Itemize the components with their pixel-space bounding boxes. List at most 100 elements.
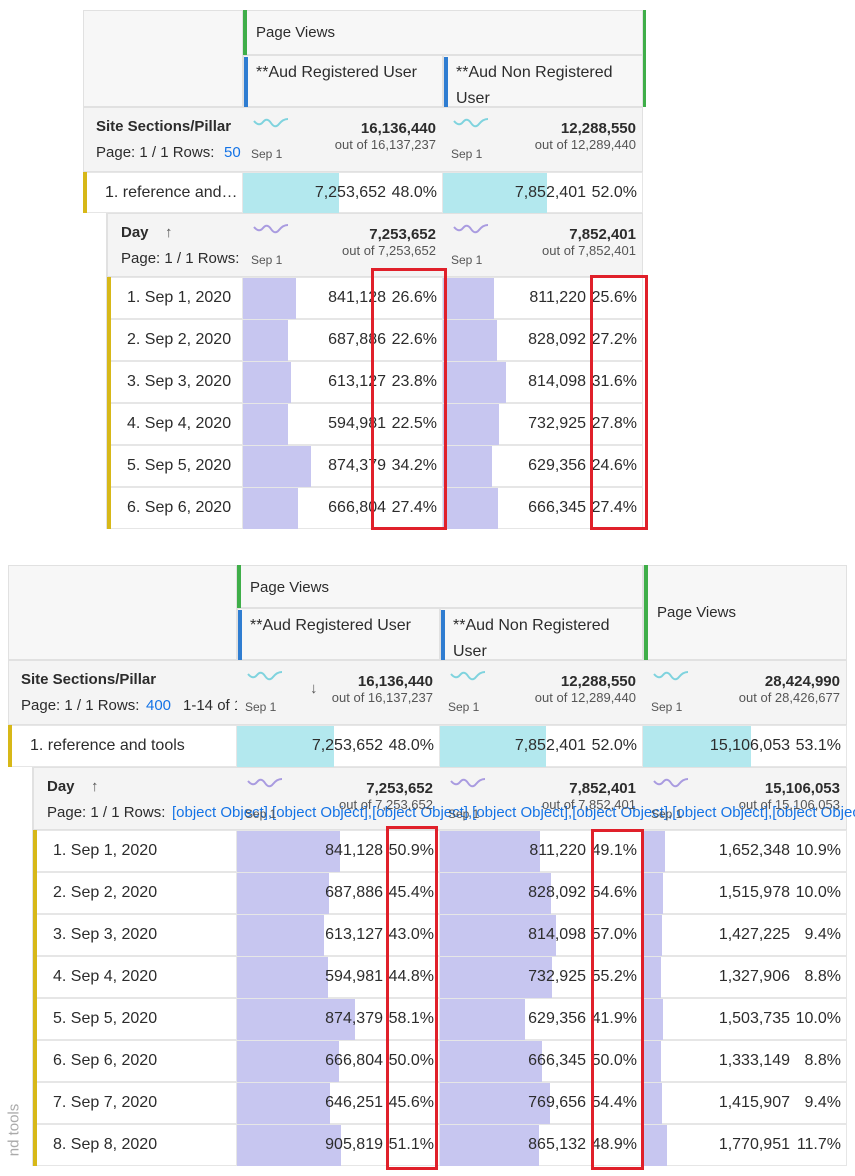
row-label: 4. Sep 4, 2020 xyxy=(53,968,158,985)
column-total-out-of: out of 15,106,053 xyxy=(738,797,840,812)
sparkline-path xyxy=(453,224,489,234)
dimension-header-cell xyxy=(8,565,237,660)
metric-header-cell xyxy=(243,10,643,55)
cell-value: 905,819 xyxy=(325,1136,383,1153)
cell-percent: 10.0% xyxy=(795,884,841,901)
rows-per-page: 50 xyxy=(224,144,241,161)
percent-bar xyxy=(243,446,312,487)
cell-percent: 34.2% xyxy=(391,457,437,474)
cell-value: 613,127 xyxy=(325,926,383,943)
segment-header: **Aud Registered User xyxy=(256,64,417,81)
sparkline xyxy=(453,118,489,128)
sort-indicator: ↓ xyxy=(310,680,318,697)
column-total: 15,106,053 xyxy=(764,780,840,797)
row-label: 7. Sep 7, 2020 xyxy=(53,1094,158,1111)
pagination: Page: 1 / 1 Rows: xyxy=(47,804,166,821)
percent-bar xyxy=(237,1083,330,1124)
percent-bar xyxy=(243,404,288,445)
segment-marker xyxy=(441,610,445,660)
row-label: 1. reference and… xyxy=(105,183,238,201)
percent-bar xyxy=(440,1125,540,1166)
cell-percent: 48.0% xyxy=(391,183,437,201)
breakdown-header xyxy=(107,213,643,277)
cell-percent: 58.1% xyxy=(388,1010,434,1027)
row-marker xyxy=(107,403,111,445)
percent-bar xyxy=(443,173,547,213)
row-label: 6. Sep 6, 2020 xyxy=(53,1052,158,1069)
cell-percent: 50.0% xyxy=(591,1052,637,1069)
cell-percent: 57.0% xyxy=(591,926,637,943)
percent-bar xyxy=(440,873,551,914)
cell-value: 594,981 xyxy=(325,968,383,985)
sort-indicator: ↑ xyxy=(165,224,173,241)
segment-header: **Aud Non Registered User xyxy=(456,64,613,107)
sparkline-path xyxy=(453,118,489,128)
cell-value: 7,253,652 xyxy=(314,183,386,201)
spark-label: Sep 1 xyxy=(651,700,683,714)
spark-label: Sep 1 xyxy=(245,700,277,714)
sparkline xyxy=(453,224,489,234)
column-total: 12,288,550 xyxy=(560,673,636,690)
row-marker xyxy=(33,914,37,956)
cell-value: 732,925 xyxy=(528,968,586,985)
cell-value: 841,128 xyxy=(325,842,383,859)
column-total-out-of: out of 12,289,440 xyxy=(534,690,636,705)
row-marker xyxy=(33,1040,37,1082)
cell-percent: 11.7% xyxy=(796,1136,841,1153)
sparkline-path xyxy=(247,671,283,681)
row-range: 1-14 of 1 xyxy=(183,697,237,714)
segment-marker xyxy=(444,57,448,107)
percent-bar xyxy=(643,957,661,998)
cell-value: 646,251 xyxy=(325,1094,383,1111)
spark-label: Sep 1 xyxy=(251,253,283,267)
percent-bar xyxy=(440,726,546,767)
cell-value: 666,345 xyxy=(528,1052,586,1069)
percent-bar xyxy=(443,362,507,403)
cell-value: 1,503,735 xyxy=(718,1010,790,1027)
segment-marker xyxy=(238,610,242,660)
cell-value: 732,925 xyxy=(528,415,586,432)
cell-percent: 54.6% xyxy=(591,884,637,901)
column-total-out-of: out of 28,426,677 xyxy=(738,690,840,705)
cell-percent: 54.4% xyxy=(591,1094,637,1111)
cell-value: 769,656 xyxy=(528,1094,586,1111)
cell-value: 811,220 xyxy=(529,842,586,859)
row-label: 1. Sep 1, 2020 xyxy=(127,289,232,306)
cell-value: 811,220 xyxy=(529,289,586,306)
column-total-out-of: out of 16,137,237 xyxy=(334,137,436,152)
spark-label: Sep 1 xyxy=(651,807,683,821)
metric-marker xyxy=(237,565,241,608)
percent-bar xyxy=(237,999,355,1040)
row-marker xyxy=(33,1124,37,1166)
pagination: Page: 1 / 1 Rows: xyxy=(21,697,140,714)
column-total: 12,288,550 xyxy=(560,120,636,137)
cell-percent: 50.0% xyxy=(388,1052,434,1069)
dimension-name: Site Sections/Pillar xyxy=(96,118,232,135)
percent-bar xyxy=(237,915,325,956)
cell-value: 687,886 xyxy=(325,884,383,901)
percent-bar xyxy=(440,831,540,872)
breakdown-name: Day xyxy=(47,778,75,795)
highlight-box xyxy=(590,275,648,530)
row-label: 8. Sep 8, 2020 xyxy=(53,1136,158,1153)
row-marker xyxy=(83,172,87,213)
column-total-out-of: out of 16,137,237 xyxy=(331,690,433,705)
percent-bar xyxy=(443,404,499,445)
cell-value: 1,515,978 xyxy=(718,884,790,901)
sparkline xyxy=(450,671,486,681)
column-total: 16,136,440 xyxy=(360,120,436,137)
segment-marker xyxy=(244,57,248,107)
cell-percent: 49.1% xyxy=(591,842,637,859)
percent-bar xyxy=(237,831,341,872)
cell-value: 814,098 xyxy=(528,926,586,943)
percent-bar xyxy=(443,446,493,487)
spark-label: Sep 1 xyxy=(451,147,483,161)
percent-bar xyxy=(643,1041,661,1082)
cell-percent: 52.0% xyxy=(591,737,637,754)
sparkline-path xyxy=(653,778,689,788)
metric-header: Page Views xyxy=(250,579,329,596)
highlight-box xyxy=(371,268,447,530)
column-total-out-of: out of 7,253,652 xyxy=(342,243,436,258)
cell-value: 1,427,225 xyxy=(718,926,790,943)
percent-bar xyxy=(243,173,339,213)
